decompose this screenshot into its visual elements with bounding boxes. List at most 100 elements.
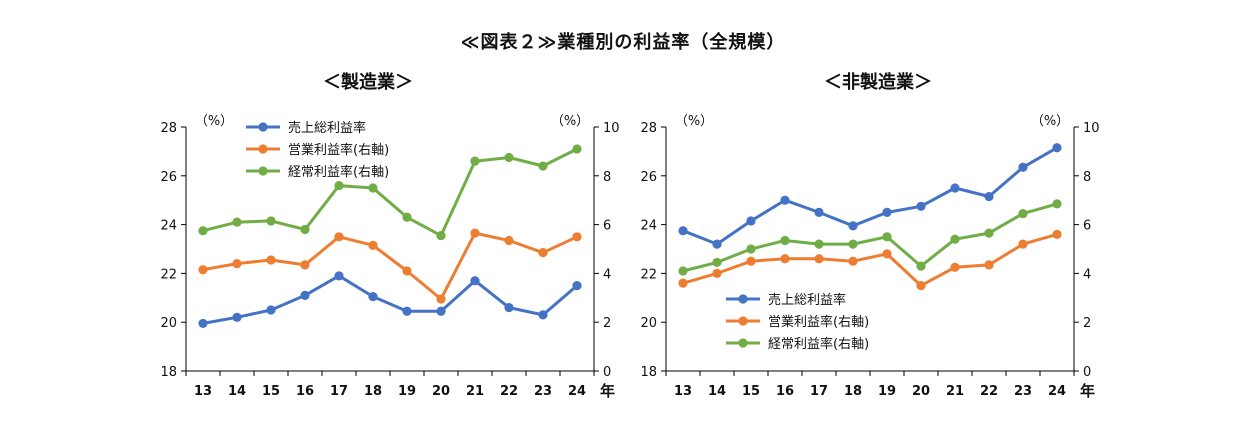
data-point — [916, 261, 926, 271]
x-tick-label: 19 — [398, 384, 416, 399]
data-point — [1052, 199, 1062, 209]
data-point — [712, 239, 722, 249]
legend-label: 営業利益率(右軸) — [768, 314, 869, 330]
right-tick-label: 2 — [1083, 316, 1091, 331]
x-tick-label: 21 — [466, 384, 484, 399]
data-point — [572, 232, 582, 242]
data-point — [678, 226, 688, 236]
data-point — [232, 312, 242, 322]
data-point — [848, 239, 858, 249]
data-point — [950, 234, 960, 244]
data-point — [950, 183, 960, 193]
data-point — [950, 262, 960, 272]
data-point — [538, 248, 548, 258]
series-line-1 — [682, 232, 1058, 288]
legend-label: 売上総利益率 — [768, 292, 846, 308]
data-point — [232, 259, 242, 269]
x-tick-label: 19 — [878, 384, 896, 399]
data-point — [198, 318, 208, 329]
data-point — [814, 239, 824, 249]
data-point — [198, 226, 208, 236]
x-tick-label: 13 — [194, 384, 212, 399]
x-tick-label: 23 — [534, 384, 552, 399]
data-point — [814, 254, 824, 264]
data-point — [402, 306, 412, 316]
data-point — [712, 268, 722, 278]
data-point — [470, 276, 480, 286]
data-point — [780, 195, 790, 205]
x-tick-label: 21 — [946, 384, 964, 399]
right-tick-label: 0 — [603, 365, 611, 380]
data-point — [368, 183, 378, 193]
data-point — [984, 260, 994, 270]
data-point — [848, 256, 858, 266]
data-point — [780, 254, 790, 264]
series-line-0 — [202, 274, 578, 325]
data-point — [504, 235, 514, 246]
data-point — [984, 228, 994, 238]
data-point — [402, 212, 412, 222]
left-tick-label: 22 — [160, 267, 177, 282]
data-point — [882, 232, 892, 242]
x-tick-label: 18 — [364, 384, 382, 399]
data-point — [300, 260, 310, 270]
x-tick-label: 20 — [432, 384, 450, 399]
right-tick-label: 10 — [603, 121, 620, 136]
data-point — [504, 302, 514, 313]
x-tick-label: 18 — [844, 384, 862, 399]
legend-label: 売上総利益率 — [288, 120, 366, 136]
data-point — [1018, 239, 1028, 249]
data-point — [746, 256, 756, 266]
right-tick-label: 6 — [603, 219, 611, 234]
data-point — [504, 152, 514, 163]
legend-marker — [738, 338, 748, 348]
data-point — [198, 265, 208, 275]
data-point — [436, 306, 446, 316]
data-point — [334, 232, 344, 242]
data-point — [916, 201, 926, 211]
left-tick-label: 28 — [160, 121, 177, 136]
data-point — [402, 266, 412, 276]
x-tick-label: 15 — [262, 384, 280, 399]
x-unit-label: 年 — [1080, 382, 1095, 400]
right-tick-label: 4 — [603, 267, 611, 282]
legend-marker — [738, 294, 748, 304]
legend-label: 経常利益率(右軸) — [288, 164, 389, 180]
data-point — [232, 217, 242, 227]
x-tick-label: 17 — [810, 384, 828, 399]
left-tick-label: 18 — [160, 365, 177, 380]
x-tick-label: 13 — [674, 384, 692, 399]
right-tick-label: 6 — [1083, 219, 1091, 234]
right-tick-label: 2 — [603, 316, 611, 331]
series-line-2 — [682, 202, 1058, 273]
data-point — [572, 281, 582, 291]
data-point — [1018, 209, 1028, 219]
x-tick-label: 23 — [1014, 384, 1032, 399]
series-line-2 — [202, 147, 578, 238]
x-tick-label: 24 — [568, 384, 586, 399]
right-tick-label: 4 — [1083, 267, 1091, 282]
x-tick-label: 15 — [742, 384, 760, 399]
x-tick-label: 16 — [776, 384, 794, 399]
data-point — [882, 207, 892, 217]
x-unit-label: 年 — [600, 382, 615, 400]
legend-label: 経常利益率(右軸) — [768, 336, 869, 352]
x-tick-label: 22 — [980, 384, 998, 399]
data-point — [984, 191, 994, 202]
data-point — [678, 278, 688, 288]
data-point — [436, 230, 446, 241]
panel-title-nonmanufacturing: ＜非製造業＞ — [824, 72, 932, 93]
x-tick-label: 24 — [1048, 384, 1066, 399]
panel-title-manufacturing: ＜製造業＞ — [323, 72, 413, 93]
right-tick-label: 10 — [1083, 121, 1100, 136]
left-tick-label: 24 — [160, 219, 177, 234]
data-point — [848, 221, 858, 231]
data-point — [334, 180, 344, 191]
x-tick-label: 14 — [708, 384, 726, 399]
legend-marker — [258, 122, 268, 132]
data-point — [266, 216, 276, 226]
data-point — [916, 281, 926, 291]
right-tick-label: 8 — [603, 170, 611, 185]
